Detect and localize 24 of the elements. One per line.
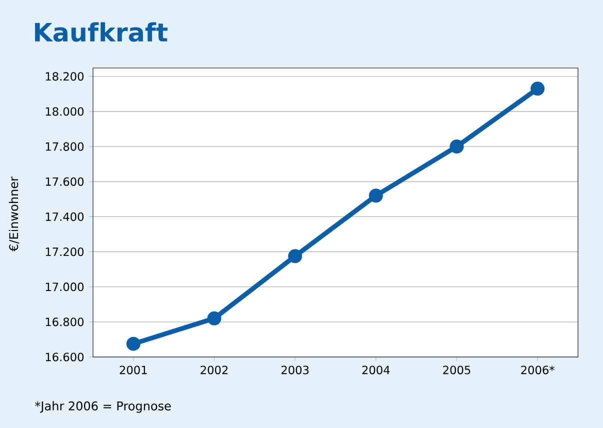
x-tick-label: 2005 bbox=[443, 366, 470, 374]
point bbox=[450, 140, 464, 154]
y-tick-label: 17.200 bbox=[46, 247, 84, 256]
y-tick-label: 17.600 bbox=[46, 177, 84, 186]
y-tick-label: 18.200 bbox=[46, 72, 84, 81]
x-tick-label: 2004 bbox=[362, 366, 390, 374]
y-tick-label: 17.000 bbox=[46, 282, 84, 292]
point bbox=[207, 311, 222, 326]
point bbox=[368, 188, 383, 203]
y-tick-label: 17.400 bbox=[46, 212, 84, 221]
x-tick-label: 2002 bbox=[200, 366, 228, 374]
point bbox=[288, 249, 302, 264]
text: *Jahr 2006 = Prognose bbox=[35, 401, 171, 413]
y-tick-label: 16.600 bbox=[46, 352, 84, 362]
y-tick-label: 16.800 bbox=[46, 318, 84, 326]
point bbox=[530, 82, 545, 96]
y-tick-label: 18.000 bbox=[46, 107, 84, 116]
y-tick-label: 17.800 bbox=[46, 142, 84, 151]
y-axis-title: €/Einwohner bbox=[8, 176, 20, 252]
x-tick-label: 2006* bbox=[521, 366, 554, 374]
point bbox=[126, 336, 140, 351]
x-tick-label: 2003 bbox=[282, 366, 309, 374]
chart-title: Kaufkraft bbox=[35, 22, 168, 42]
x-tick-label: 2001 bbox=[120, 366, 147, 374]
